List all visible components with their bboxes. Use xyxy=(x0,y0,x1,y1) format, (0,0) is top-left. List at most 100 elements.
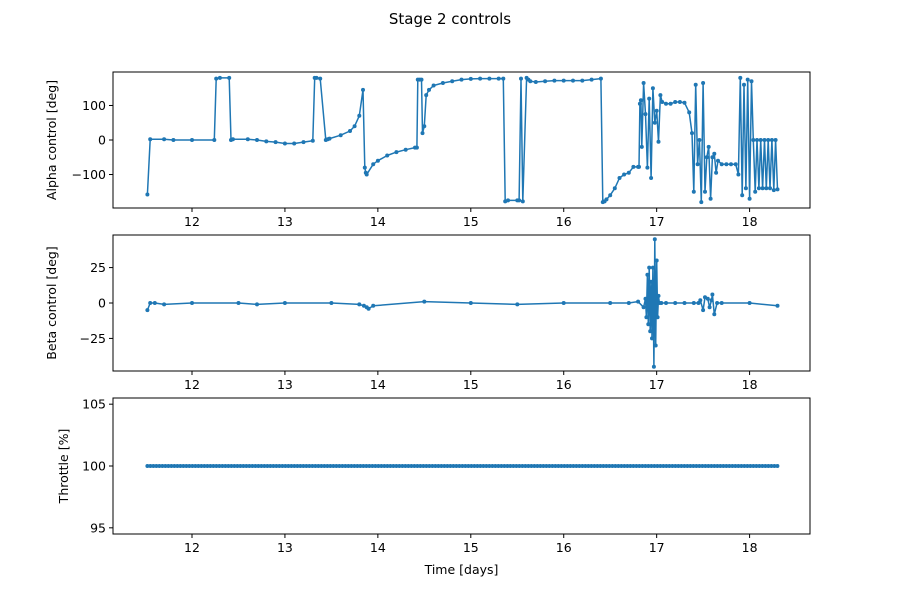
throttle-data-point xyxy=(712,464,717,468)
alpha-data-point xyxy=(768,186,772,191)
throttle-data-point xyxy=(562,464,567,468)
throttle-data-point xyxy=(475,464,480,468)
alpha-data-point xyxy=(517,198,522,203)
throttle-data-point xyxy=(481,464,486,468)
throttle-data-point xyxy=(724,464,729,468)
beta-data-point xyxy=(422,299,427,304)
throttle-data-point xyxy=(226,464,231,468)
throttle-data-point xyxy=(187,464,192,468)
beta-data-point xyxy=(646,322,651,327)
throttle-data-point xyxy=(703,464,708,468)
throttle-data-point xyxy=(220,464,225,468)
alpha-data-point xyxy=(528,79,533,84)
alpha-data-point xyxy=(647,96,652,101)
alpha-data-point xyxy=(501,76,506,81)
throttle-data-point xyxy=(535,464,540,468)
throttle-data-point xyxy=(625,464,630,468)
alpha-data-point xyxy=(338,133,343,138)
throttle-data-point xyxy=(271,464,276,468)
beta-data-point xyxy=(650,336,654,341)
throttle-data-point xyxy=(223,464,228,468)
throttle-data-point xyxy=(682,464,687,468)
throttle-data-point xyxy=(601,464,606,468)
beta-data-point xyxy=(255,302,259,307)
throttle-data-point xyxy=(151,464,156,468)
alpha-data-point xyxy=(716,158,720,163)
beta-data-point xyxy=(648,329,653,334)
throttle-data-point xyxy=(616,464,621,468)
throttle-data-point xyxy=(208,464,213,468)
throttle-data-point xyxy=(532,464,537,468)
throttle-data-point xyxy=(244,464,249,468)
alpha-data-point xyxy=(660,100,665,104)
beta-data-point xyxy=(655,315,660,320)
beta-data-point xyxy=(357,302,362,307)
throttle-data-point xyxy=(487,464,492,468)
throttle-data-point xyxy=(508,464,513,468)
alpha-data-point xyxy=(641,81,646,85)
alpha-data-point xyxy=(760,186,765,191)
alpha-data-point xyxy=(310,138,315,143)
throttle-data-point xyxy=(331,464,336,468)
beta-y-axis-label: Beta control [deg] xyxy=(44,246,59,359)
alpha-data-point xyxy=(697,138,702,142)
throttle-data-point xyxy=(361,464,366,468)
throttle-data-point xyxy=(238,464,243,468)
throttle-data-point xyxy=(604,464,609,468)
throttle-data-point xyxy=(580,464,585,468)
throttle-data-point xyxy=(646,464,651,468)
throttle-data-point xyxy=(619,464,624,468)
alpha-data-point xyxy=(758,138,763,142)
alpha-data-point xyxy=(724,162,729,167)
throttle-data-point xyxy=(247,464,252,468)
throttle-data-point xyxy=(544,464,549,468)
throttle-data-point xyxy=(274,464,279,468)
alpha-data-point xyxy=(612,186,617,191)
beta-x-tick-label: 16 xyxy=(556,377,572,392)
throttle-data-point xyxy=(400,464,405,468)
alpha-x-tick-label: 18 xyxy=(742,214,758,229)
alpha-data-point xyxy=(212,138,217,142)
throttle-data-point xyxy=(583,464,588,468)
throttle-data-point xyxy=(748,464,753,468)
throttle-data-point xyxy=(172,464,177,468)
alpha-data-point xyxy=(658,93,663,98)
beta-data-point xyxy=(691,301,696,305)
alpha-data-point xyxy=(712,151,717,156)
alpha-data-point xyxy=(292,141,297,146)
throttle-data-point xyxy=(685,464,690,468)
alpha-data-point xyxy=(637,101,642,106)
alpha-data-point xyxy=(643,112,648,117)
throttle-data-point xyxy=(760,464,765,468)
alpha-x-tick-label: 14 xyxy=(370,214,386,229)
alpha-data-point xyxy=(747,196,752,201)
alpha-data-point xyxy=(664,101,668,106)
throttle-data-point xyxy=(628,464,633,468)
alpha-data-point xyxy=(352,124,357,129)
alpha-data-point xyxy=(706,144,711,149)
throttle-data-point xyxy=(541,464,546,468)
throttle-data-point xyxy=(334,464,339,468)
beta-data-point xyxy=(641,305,646,310)
beta-data-point xyxy=(652,237,657,242)
throttle-data-point xyxy=(691,464,696,468)
throttle-data-point xyxy=(433,464,438,468)
alpha-data-point xyxy=(608,193,613,198)
throttle-data-point xyxy=(766,464,771,468)
alpha-data-point xyxy=(533,80,538,84)
throttle-data-point xyxy=(715,464,720,468)
alpha-data-point xyxy=(654,108,659,113)
beta-data-point xyxy=(719,301,724,305)
beta-data-point xyxy=(656,293,661,298)
throttle-data-point xyxy=(520,464,525,468)
beta-data-point xyxy=(371,303,376,308)
alpha-data-point xyxy=(677,100,682,104)
alpha-data-point xyxy=(714,170,719,175)
throttle-data-point xyxy=(751,464,756,468)
alpha-data-point xyxy=(403,147,408,152)
throttle-data-point xyxy=(472,464,477,468)
beta-x-tick-label: 15 xyxy=(463,377,479,392)
alpha-data-point xyxy=(422,124,427,129)
throttle-data-point xyxy=(439,464,444,468)
throttle-data-point xyxy=(598,464,603,468)
